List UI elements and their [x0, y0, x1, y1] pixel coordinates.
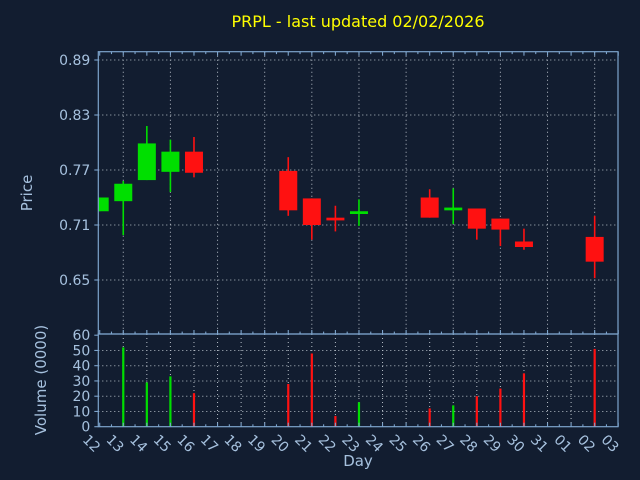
volume-tick-label: 30 [72, 374, 90, 390]
volume-bar-day-02 [593, 348, 596, 427]
candle-body [302, 198, 321, 225]
x-tick-label: 02 [574, 432, 598, 456]
candle-body [161, 151, 180, 172]
price-tick-label: 0.71 [59, 218, 90, 234]
candle-day-20 [279, 157, 298, 216]
price-tick-label: 0.83 [59, 108, 90, 124]
x-tick-label: 01 [550, 432, 574, 456]
candle-day-22 [326, 205, 345, 232]
axis-ticks [94, 51, 619, 428]
x-tick-label: 28 [456, 432, 480, 456]
volume-bar-day-14 [145, 382, 148, 427]
candle-day-28 [467, 208, 486, 240]
x-tick-label: 14 [126, 432, 150, 456]
volume-bar-day-26 [428, 408, 431, 427]
candle-body [98, 197, 109, 212]
candles-group [98, 126, 604, 279]
x-tick-label: 29 [480, 432, 504, 456]
volume-plot-border [97, 333, 619, 428]
candle-body [491, 218, 510, 230]
x-tick-label: 22 [315, 432, 339, 456]
candle-day-15 [161, 139, 180, 192]
candle-day-23 [349, 199, 368, 226]
candle-day-27 [444, 188, 463, 225]
volume-axis-label: Volume (0000) [32, 325, 50, 435]
x-tick-label: 15 [150, 432, 174, 456]
price-tick-label: 0.77 [59, 163, 90, 179]
x-tick-label: 25 [385, 432, 409, 456]
candle-body [585, 236, 604, 262]
price-tick-label: 0.65 [59, 273, 90, 289]
candle-day-29 [491, 218, 510, 247]
volume-tick-label: 60 [72, 328, 90, 344]
candle-body [184, 151, 203, 173]
x-tick-label: 13 [103, 432, 127, 456]
candle-day-16 [184, 137, 203, 178]
volume-tick-label: 50 [72, 343, 90, 359]
candle-body [279, 170, 298, 211]
x-tick-label: 30 [503, 432, 527, 456]
volume-bar-day-30 [522, 373, 526, 427]
volume-tick-label: 0 [81, 420, 90, 436]
price-axis-label: Price [18, 175, 36, 212]
volume-tick-label: 20 [72, 389, 90, 405]
x-tick-label: 03 [598, 432, 622, 456]
volume-bar-day-27 [452, 405, 455, 427]
price-grid [98, 51, 618, 334]
x-tick-label: 21 [291, 432, 315, 456]
volume-bar-day-16 [192, 393, 196, 427]
x-axis-label: Day [343, 452, 373, 470]
x-tick-label: 19 [244, 432, 268, 456]
x-tick-label: 20 [268, 432, 292, 456]
volume-bar-day-20 [287, 384, 290, 427]
price-plot-border [97, 51, 619, 335]
candle-body [114, 183, 133, 202]
x-tick-label: 27 [433, 432, 457, 456]
volume-tick-label: 10 [72, 404, 90, 420]
candle-body [420, 197, 439, 218]
x-tick-label: 18 [221, 432, 245, 456]
price-tick-label: 0.89 [59, 53, 90, 69]
candle-body [467, 208, 486, 229]
x-tick-label: 16 [173, 432, 197, 456]
volume-bar-day-13 [122, 347, 125, 427]
candle-day-12 [98, 197, 109, 212]
price-tick-labels: 0.89 0.83 0.77 0.71 0.65 [59, 53, 90, 289]
candle-day-26 [420, 189, 439, 218]
volume-tick-label: 40 [72, 359, 90, 375]
candle-day-30 [514, 228, 533, 250]
volume-bar-day-28 [475, 396, 478, 427]
chart-title: PRPL - last updated 02/02/2026 [231, 12, 484, 31]
x-tick-label: 31 [527, 432, 551, 456]
volume-bar-day-22 [334, 416, 337, 427]
candle-body [326, 217, 345, 221]
x-tick-label: 17 [197, 432, 221, 456]
candle-day-21 [302, 198, 321, 240]
spines [97, 51, 619, 428]
volume-bar-day-21 [310, 353, 313, 427]
candle-body [349, 211, 368, 214]
volume-bar-day-15 [169, 376, 172, 427]
candle-body [444, 207, 463, 211]
candle-body [514, 241, 533, 247]
candle-day-13 [114, 181, 133, 236]
candle-day-14 [137, 126, 156, 181]
volume-bar-day-23 [357, 402, 361, 427]
candle-body [137, 143, 156, 181]
volume-bar-day-29 [499, 388, 502, 427]
volume-bars-group [122, 347, 596, 427]
x-tick-label: 26 [409, 432, 433, 456]
candle-day-02 [585, 215, 604, 279]
